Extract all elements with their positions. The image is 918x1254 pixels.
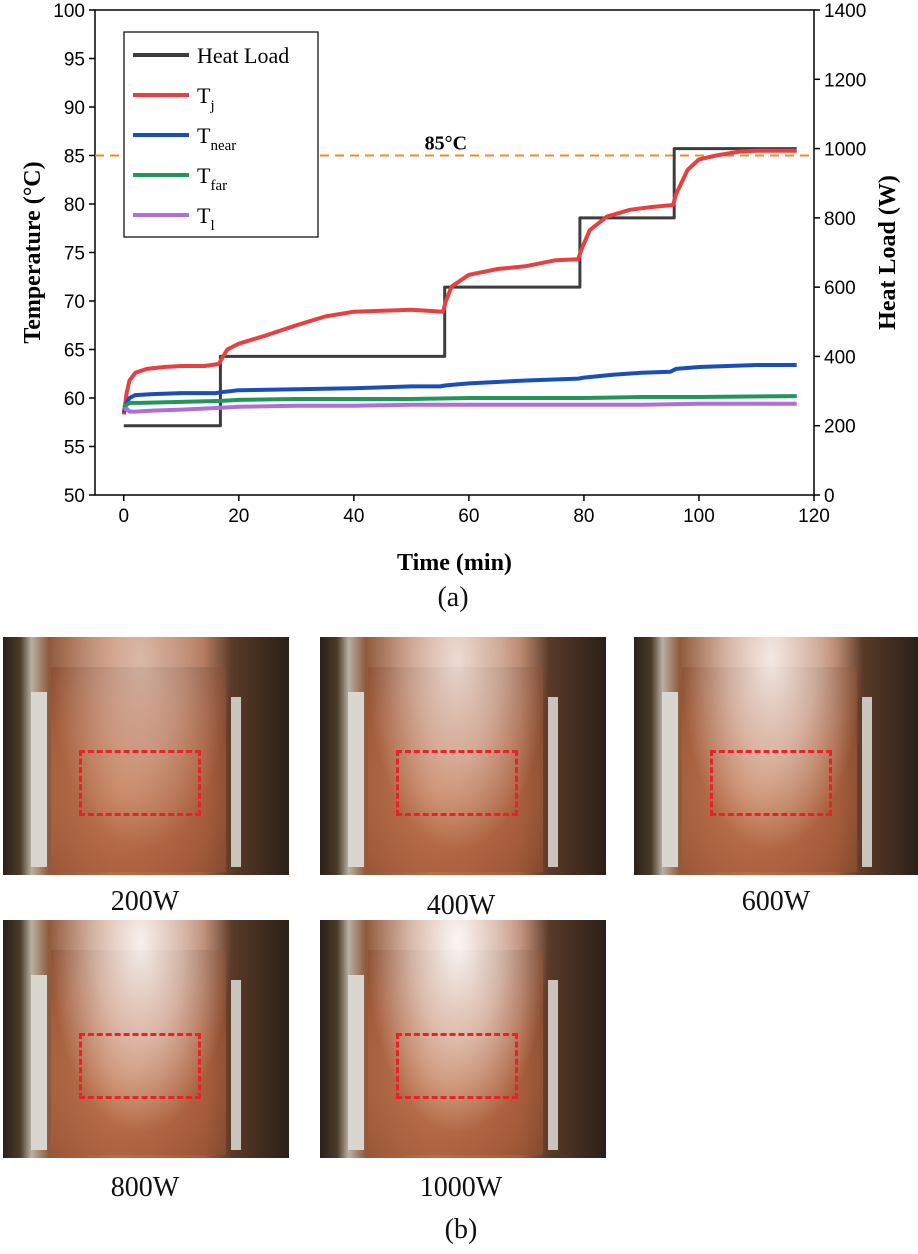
series-line-tl: [123, 401, 797, 414]
y-right-tick-label: 1000: [824, 140, 866, 161]
x-tick-label: 20: [228, 506, 249, 527]
series-line-tnear: [121, 363, 797, 414]
region-box: [396, 1033, 518, 1099]
photo-200w: [3, 637, 289, 875]
series-line-tfar: [122, 394, 797, 410]
photo-1000w: [320, 920, 606, 1158]
y-right-tick-label: 800: [824, 209, 856, 230]
y-left-tick-label: 65: [64, 341, 85, 362]
x-axis-label: Time (min): [397, 550, 512, 576]
y-right-axis-label: Heat Load (W): [875, 175, 901, 330]
y-left-tick-label: 100: [53, 1, 85, 22]
photo-400w: [320, 637, 606, 875]
legend-label-subscript: j: [209, 98, 214, 114]
y-right-tick-label: 0: [824, 486, 835, 507]
x-tick-label: 0: [118, 506, 129, 527]
reference-line-label: 85°C: [425, 133, 467, 155]
region-box: [79, 1033, 201, 1099]
legend-label-subscript: near: [210, 138, 236, 154]
y-right-tick-label: 1400: [824, 1, 866, 22]
x-tick-label: 80: [573, 506, 594, 527]
photo-600w: [634, 637, 918, 875]
legend-label: Tj: [197, 83, 215, 114]
x-tick-label: 60: [458, 506, 479, 527]
chart: 0 20 40 60 80 100 1205055606570758085909510002…: [20, 1, 901, 576]
y-left-tick-label: 95: [64, 50, 85, 71]
series-line-tj: [121, 148, 797, 415]
photo-caption-400w: 400W: [426, 890, 496, 921]
y-left-tick-label: 70: [64, 292, 85, 313]
y-left-tick-label: 55: [64, 438, 85, 459]
legend-label: Heat Load: [197, 43, 289, 68]
photo-caption-600w: 600W: [741, 886, 811, 917]
y-left-tick-label: 50: [64, 486, 85, 507]
panel-a-label: (a): [437, 582, 469, 613]
x-tick-label: 40: [343, 506, 364, 527]
y-left-tick-label: 90: [64, 98, 85, 119]
y-right-tick-label: 600: [824, 278, 856, 299]
photo-caption-1000w: 1000W: [419, 1172, 503, 1203]
y-left-tick-label: 80: [64, 195, 85, 216]
legend-label-subscript: l: [210, 218, 214, 234]
region-box: [396, 750, 518, 816]
legend-label-subscript: far: [210, 178, 227, 194]
y-left-tick-label: 85: [64, 147, 85, 168]
x-tick-label: 120: [798, 506, 830, 527]
y-left-tick-label: 60: [64, 389, 85, 410]
y-right-tick-label: 200: [824, 417, 856, 438]
x-tick-label: 100: [683, 506, 715, 527]
y-right-tick-label: 400: [824, 347, 856, 368]
region-box: [710, 750, 832, 816]
photo-caption-800w: 800W: [110, 1172, 180, 1203]
panel-b-label: (b): [444, 1214, 478, 1245]
region-box: [79, 750, 201, 816]
legend-label: Tl: [197, 203, 215, 234]
photo-800w: [3, 920, 289, 1158]
y-left-axis-label: Temperature (°C): [20, 161, 46, 343]
y-right-tick-label: 1200: [824, 70, 866, 91]
photo-caption-200w: 200W: [110, 886, 180, 917]
y-left-tick-label: 75: [64, 244, 85, 265]
